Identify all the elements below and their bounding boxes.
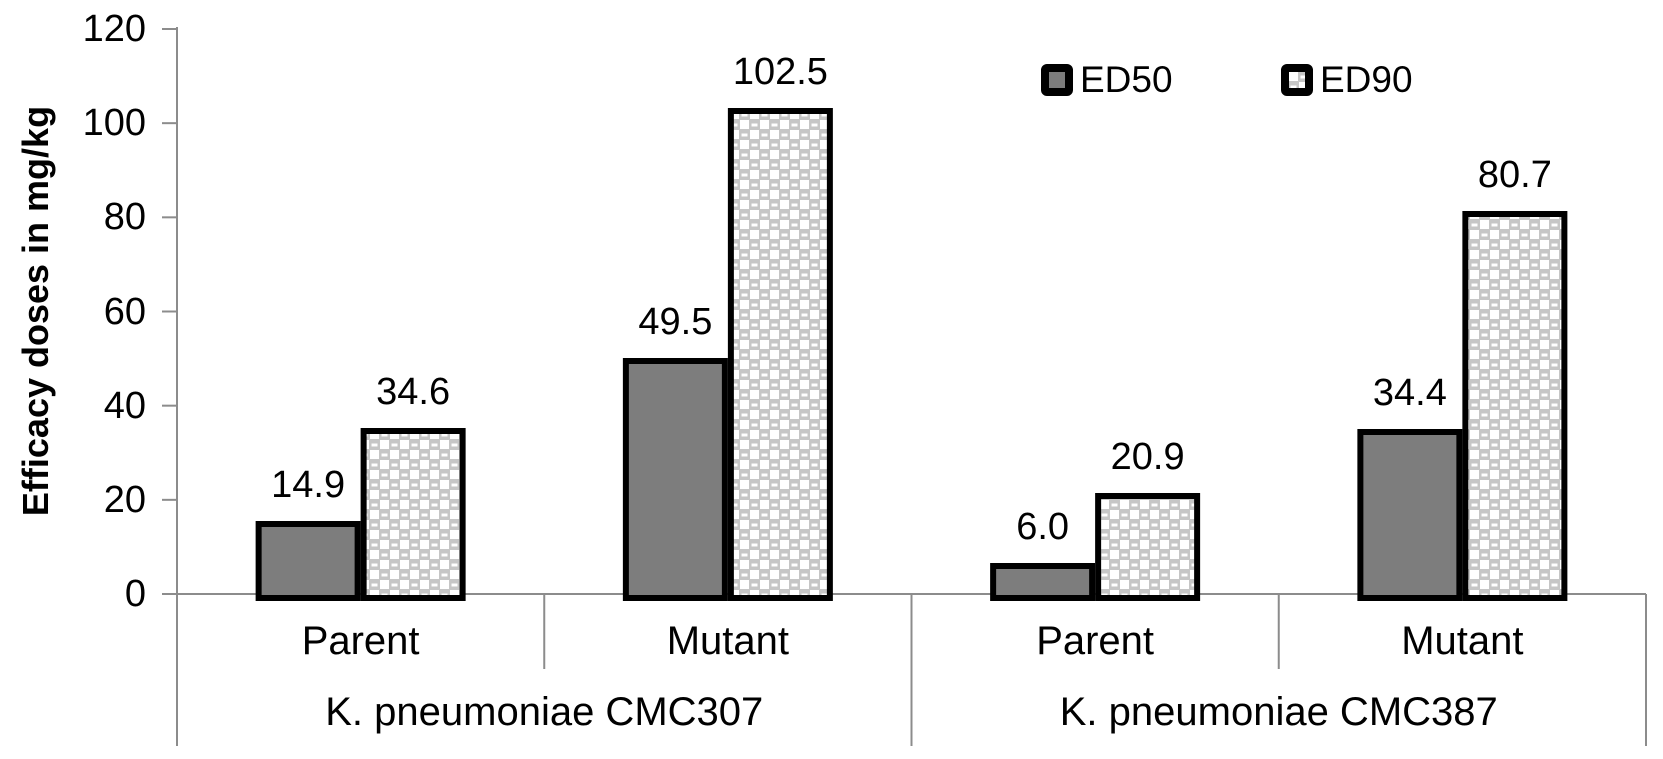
y-tick-label-80: 80 bbox=[103, 196, 146, 239]
bar-ed50-1 bbox=[255, 521, 361, 601]
value-label-ed90-3: 20.9 bbox=[1110, 436, 1185, 478]
bar-ed50-4 bbox=[1357, 429, 1463, 601]
bar-ed90-3 bbox=[1095, 493, 1201, 601]
bar-ed90-1 bbox=[360, 428, 466, 601]
ed90-legend-swatch bbox=[1281, 64, 1313, 96]
y-tick-label-100: 100 bbox=[82, 102, 146, 145]
legend-label-ed90: ED90 bbox=[1320, 59, 1413, 100]
category-label-parent-1: Parent bbox=[301, 619, 420, 663]
ed90-swatch-rect bbox=[1289, 72, 1305, 88]
bar-ed50-2 bbox=[622, 358, 728, 601]
category-label-mutant-4: Mutant bbox=[1401, 619, 1524, 663]
legend-item-ed90: ED90 bbox=[1281, 59, 1413, 100]
value-label-ed50-1: 14.9 bbox=[271, 464, 346, 506]
group-label-1: K. pneumoniae CMC307 bbox=[325, 690, 764, 734]
ed90-swatch-pattern bbox=[1289, 72, 1305, 88]
y-tick-label-40: 40 bbox=[103, 384, 146, 427]
y-tick-label-60: 60 bbox=[103, 290, 146, 333]
group-label-2: K. pneumoniae CMC387 bbox=[1059, 690, 1498, 734]
ed50-swatch-fill bbox=[1049, 72, 1065, 88]
value-label-ed90-2: 102.5 bbox=[732, 51, 828, 93]
y-tick-label-0: 0 bbox=[124, 573, 146, 615]
ed50-legend-swatch bbox=[1041, 64, 1073, 96]
y-tick-label-20: 20 bbox=[103, 478, 146, 521]
value-label-ed50-2: 49.5 bbox=[638, 301, 713, 343]
bar-ed50-3 bbox=[990, 563, 1096, 601]
y-tick-label-120: 120 bbox=[82, 8, 146, 50]
value-label-ed90-1: 34.6 bbox=[376, 371, 451, 413]
legend-item-ed50: ED50 bbox=[1041, 59, 1173, 100]
legend-label-ed50: ED50 bbox=[1080, 59, 1173, 100]
category-label-parent-3: Parent bbox=[1036, 619, 1155, 663]
category-label-mutant-2: Mutant bbox=[666, 619, 790, 663]
value-label-ed50-3: 6.0 bbox=[1016, 506, 1070, 548]
value-label-ed90-4: 80.7 bbox=[1477, 154, 1552, 196]
value-label-ed50-4: 34.4 bbox=[1372, 372, 1447, 414]
bar-ed90-4 bbox=[1462, 211, 1568, 601]
bar-ed90-2 bbox=[727, 108, 833, 601]
